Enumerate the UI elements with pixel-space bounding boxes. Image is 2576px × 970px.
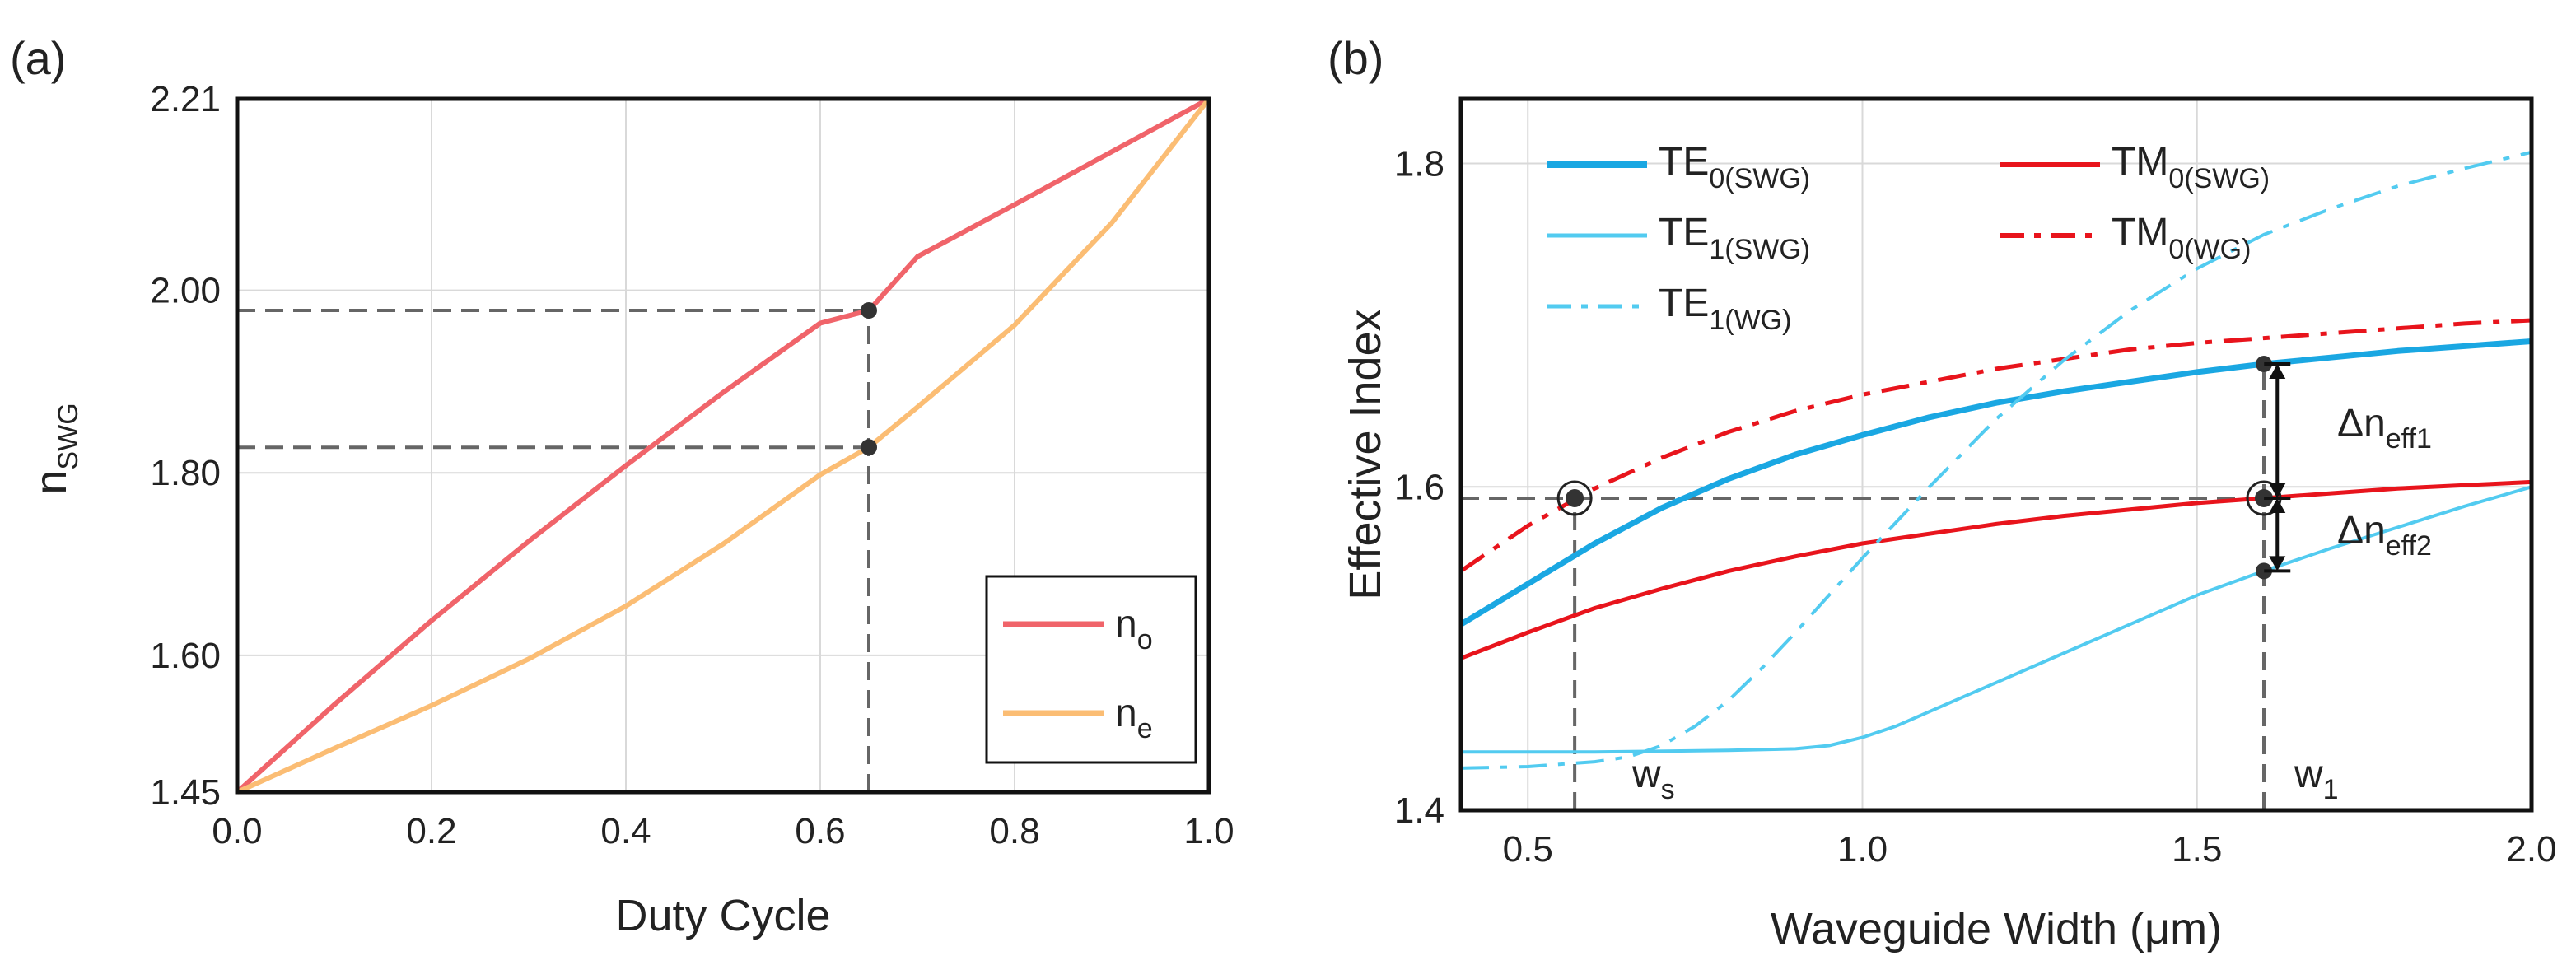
panel-a-series	[235, 96, 1211, 795]
data-marker	[861, 302, 877, 319]
panel-b-legend: TE0(SWG) TM0(SWG) TE1(SWG) TM0(WG) TE1(W…	[1547, 140, 2270, 336]
panel-a-legend-box	[985, 575, 1197, 764]
legend-no-sub: o	[1137, 624, 1153, 655]
panel-b-frame	[1458, 96, 2534, 813]
legend-ne-sub: e	[1137, 713, 1153, 744]
y-tick-label: 1.60	[150, 636, 221, 676]
series-line-tm-0wg	[1459, 318, 2532, 573]
data-marker	[861, 439, 877, 456]
x-tick-label: 0.5	[1503, 829, 1553, 870]
x-tick-label: 0.6	[795, 811, 845, 851]
arrow-head	[2269, 556, 2286, 571]
arrow-head	[2269, 483, 2286, 499]
annotation-dneff2-main: Δn	[2337, 509, 2386, 553]
legend-label-ne: ne	[1115, 692, 1153, 744]
x-tick-label: 1.5	[2172, 829, 2222, 870]
panel-b-guides	[1461, 364, 2266, 810]
legend-te0-swg-main: TE	[1659, 140, 1709, 184]
legend-label-no: no	[1115, 603, 1153, 655]
series-line-n-o	[235, 96, 1211, 795]
legend-no-main: n	[1115, 603, 1137, 646]
panel-b-x-ticks: 0.5 1.0 1.5 2.0	[1503, 829, 2557, 870]
arrow-head	[2269, 364, 2286, 380]
annotation-w1-sub: 1	[2323, 774, 2339, 805]
legend-label-te1-wg: TE1(WG)	[1659, 282, 1791, 336]
x-tick-label: 0.4	[600, 811, 651, 851]
panel-b-label: (b)	[1328, 32, 1384, 84]
legend-tm0-wg-main: TM	[2112, 211, 2168, 254]
panel-a-legend: no ne	[985, 575, 1197, 764]
series-line-n-e	[236, 97, 1211, 795]
legend-label-tm0-swg: TM0(SWG)	[2112, 140, 2270, 194]
x-tick-label: 1.0	[1183, 811, 1234, 851]
annotation-dneff2: Δneff2	[2337, 509, 2432, 562]
annotation-ws: ws	[1631, 753, 1675, 805]
legend-label-te1-swg: TE1(SWG)	[1659, 211, 1810, 265]
annotation-ws-main: w	[1631, 753, 1661, 796]
panel-a-xlabel: Duty Cycle	[615, 891, 830, 940]
panel-b-markers	[1556, 356, 2282, 580]
series-line-te-1wg	[1460, 150, 2532, 770]
panel-a-ylabel: nSWG	[26, 403, 84, 494]
x-tick-label: 2.0	[2506, 829, 2556, 870]
panel-a-ylabel-sub: SWG	[53, 403, 84, 469]
legend-label-tm0-wg: TM0(WG)	[2112, 211, 2251, 265]
legend-te1-wg-main: TE	[1659, 282, 1709, 325]
legend-te1-wg-sub: 1(WG)	[1709, 305, 1791, 336]
data-marker	[2256, 356, 2272, 373]
panel-a-guides	[237, 309, 870, 792]
arrow-head	[2269, 498, 2286, 514]
annotation-dneff1-main: Δn	[2337, 402, 2386, 445]
annotation-w1: w1	[2294, 753, 2339, 805]
annotation-dneff1-sub: eff1	[2386, 423, 2432, 455]
circled-marker-ring	[1556, 480, 1593, 516]
y-tick-label: 1.45	[150, 772, 221, 813]
y-tick-label: 2.00	[150, 271, 221, 311]
panel-a-x-ticks: 0.0 0.2 0.4 0.6 0.8 1.0	[212, 811, 1234, 851]
annotation-w1-main: w	[2294, 753, 2323, 796]
legend-tm0-wg-sub: 0(WG)	[2168, 234, 2251, 265]
panel-b-arrows	[2264, 362, 2291, 573]
panel-a-y-ticks: 1.45 1.60 1.80 2.00 2.21	[150, 79, 221, 813]
y-tick-label: 2.21	[150, 79, 221, 119]
panel-b-grid	[1461, 99, 2532, 811]
y-tick-label: 1.6	[1394, 467, 1444, 507]
y-tick-label: 1.80	[150, 453, 221, 493]
panel-b-xlabel: Waveguide Width (μm)	[1771, 904, 2222, 954]
legend-te0-swg-sub: 0(SWG)	[1709, 163, 1810, 194]
panel-a-label: (a)	[10, 32, 66, 84]
legend-ne-main: n	[1115, 692, 1137, 735]
legend-tm0-swg-sub: 0(SWG)	[2168, 163, 2270, 194]
annotation-dneff1: Δneff1	[2337, 402, 2432, 455]
x-tick-label: 1.0	[1837, 829, 1888, 870]
legend-te1-swg-sub: 1(SWG)	[1709, 234, 1810, 265]
panel-a-frame	[235, 96, 1211, 795]
series-line-te-1swg	[1461, 485, 2532, 754]
panel-a-ylabel-main: n	[26, 470, 76, 495]
circled-marker-dot	[2255, 489, 2273, 508]
annotation-ws-sub: s	[1661, 774, 1675, 805]
legend-tm0-swg-main: TM	[2112, 140, 2168, 184]
legend-te1-swg-main: TE	[1659, 211, 1709, 254]
x-tick-label: 0.8	[989, 811, 1039, 851]
y-tick-label: 1.8	[1394, 144, 1444, 184]
panel-b-y-ticks: 1.4 1.6 1.8	[1394, 144, 1444, 831]
panel-a-markers	[861, 302, 877, 456]
legend-label-te0-swg: TE0(SWG)	[1659, 140, 1810, 194]
series-line-te-0swg	[1459, 338, 2532, 627]
data-marker	[2256, 562, 2272, 580]
panel-b-series	[1459, 150, 2532, 770]
panel-b-ylabel: Effective Index	[1341, 309, 1390, 599]
series-line-tm-0swg	[1460, 479, 2532, 660]
x-tick-label: 0.0	[212, 811, 262, 851]
circled-marker-dot	[1566, 489, 1584, 508]
annotation-dneff2-sub: eff2	[2386, 530, 2432, 562]
x-tick-label: 0.2	[406, 811, 456, 851]
y-tick-label: 1.4	[1394, 790, 1444, 831]
